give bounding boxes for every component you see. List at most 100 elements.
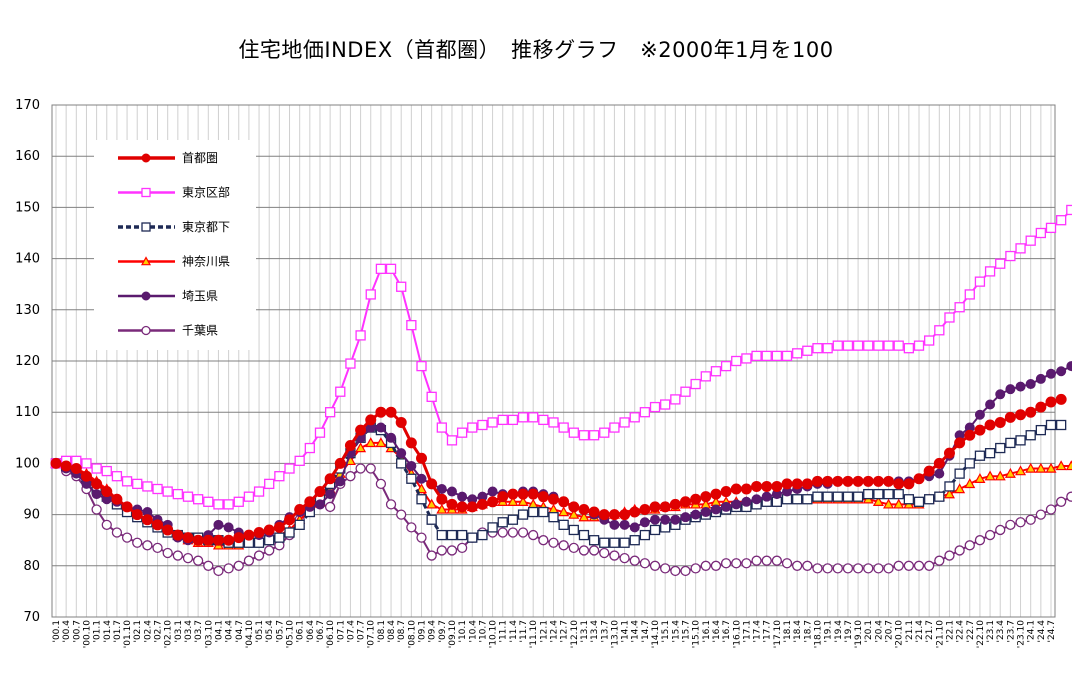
data-point [934, 325, 945, 336]
data-point [679, 496, 691, 508]
data-point [913, 560, 925, 571]
data-point [284, 463, 295, 474]
x-tick-label: '22.7 [966, 620, 976, 643]
data-point [1045, 396, 1057, 408]
data-point [659, 501, 671, 513]
x-tick-label: '22.4 [956, 620, 966, 643]
x-tick-label: '06.4 [306, 620, 316, 643]
data-point [700, 560, 711, 571]
data-point [1025, 235, 1036, 246]
x-tick-label: '18.7 [803, 620, 813, 643]
data-point [578, 430, 590, 441]
data-point [1035, 373, 1046, 384]
x-tick-label: '00.4 [62, 620, 72, 643]
data-point [680, 512, 691, 523]
data-point [720, 360, 732, 372]
data-point [751, 350, 762, 362]
data-point [943, 488, 955, 499]
data-point [781, 350, 793, 362]
data-point [548, 417, 559, 428]
data-point [294, 455, 305, 466]
x-tick-label: '09.4 [428, 620, 438, 643]
data-point [751, 555, 762, 566]
data-point [954, 302, 965, 313]
data-point [132, 537, 143, 548]
data-point [1005, 519, 1016, 530]
data-point [619, 537, 630, 548]
data-point [964, 289, 975, 300]
x-tick-label: '11.10 [529, 620, 539, 649]
data-point [406, 460, 417, 471]
x-tick-label: '04.10 [245, 620, 255, 649]
data-point [192, 534, 204, 546]
data-point [274, 532, 285, 543]
data-point [111, 527, 123, 538]
data-point [649, 501, 661, 513]
data-point [477, 529, 488, 541]
data-point [893, 498, 905, 509]
data-point [660, 514, 671, 525]
data-point [1015, 517, 1026, 528]
x-tick-label: '13.10 [610, 620, 620, 649]
x-tick-label: '24.4 [1037, 620, 1047, 643]
legend-label: 東京都下 [182, 220, 230, 234]
x-tick-label: '09.1 [418, 620, 428, 643]
data-point [1015, 381, 1026, 392]
data-point [842, 340, 854, 351]
data-point [1035, 227, 1046, 239]
data-point [690, 378, 701, 390]
data-point [943, 447, 955, 459]
data-point [80, 470, 92, 482]
data-point [883, 563, 894, 574]
data-point [141, 153, 151, 163]
y-tick-label: 170 [15, 98, 40, 113]
data-point [284, 527, 295, 538]
data-point [588, 545, 600, 556]
x-tick-label: '11.4 [509, 620, 519, 643]
data-point [670, 514, 681, 525]
data-point [416, 473, 427, 484]
data-point [396, 448, 407, 459]
data-point [121, 501, 133, 513]
data-point [324, 501, 336, 513]
x-tick-label: '13.4 [590, 620, 600, 643]
data-point [1035, 462, 1047, 473]
data-point [467, 532, 478, 543]
x-tick-label: '06.7 [316, 620, 326, 643]
x-tick-label: '20.10 [895, 620, 905, 649]
data-point [842, 563, 854, 574]
data-point [223, 499, 234, 510]
data-point [324, 407, 336, 418]
data-point [497, 517, 508, 528]
data-point [995, 258, 1006, 269]
data-point [223, 563, 234, 574]
data-point [761, 491, 772, 502]
data-point [162, 547, 173, 559]
data-point [314, 427, 326, 438]
data-point [142, 540, 153, 551]
data-point [386, 432, 397, 443]
data-point [924, 335, 935, 346]
data-point [903, 478, 915, 490]
data-point [608, 509, 620, 521]
x-tick-label: '01.10 [123, 620, 133, 649]
x-tick-label: '24.1 [1027, 620, 1037, 643]
x-tick-label: '12.7 [560, 620, 570, 643]
data-point [944, 312, 955, 323]
data-point [507, 496, 519, 506]
data-point [934, 491, 945, 502]
data-point [152, 542, 163, 554]
data-point [842, 475, 854, 487]
data-point [507, 527, 519, 538]
data-point [1035, 509, 1046, 520]
data-point [1015, 243, 1026, 254]
data-point [893, 340, 904, 351]
data-point [314, 486, 326, 498]
data-point [375, 422, 386, 433]
data-point [436, 529, 447, 541]
data-point [1065, 460, 1072, 471]
data-point [172, 488, 183, 500]
legend-label: 東京区部 [182, 185, 230, 200]
data-point [1055, 393, 1067, 405]
data-point [304, 442, 315, 454]
